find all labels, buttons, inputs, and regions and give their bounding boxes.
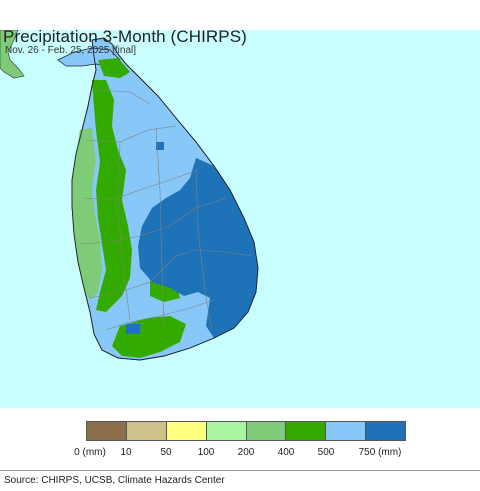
source-credit: Source: CHIRPS, UCSB, Climate Hazards Ce… <box>4 475 225 486</box>
legend-swatch-0 <box>87 422 127 440</box>
district-boundaries <box>79 89 253 331</box>
footer: Source: CHIRPS, UCSB, Climate Hazards Ce… <box>0 470 480 491</box>
legend-swatch-1 <box>126 422 167 440</box>
legend-tick-2: 50 <box>160 447 172 458</box>
north-400 <box>98 58 130 78</box>
legend-swatch-6 <box>326 422 367 440</box>
legend-swatch-5 <box>286 422 327 440</box>
legend-tick-0: 0 (mm) <box>74 447 106 458</box>
precipitation-map <box>0 30 480 408</box>
legend-tick-5: 400 <box>277 447 295 458</box>
northwest-400 <box>92 80 132 312</box>
west-coast-200 <box>72 128 102 300</box>
map-subtitle: Nov. 26 - Feb. 25, 2025 [final] <box>5 45 137 56</box>
india-mainland <box>0 30 25 79</box>
legend-color-bar <box>86 421 406 441</box>
east-750 <box>138 158 258 338</box>
legend-tick-6: 500 <box>317 447 335 458</box>
legend-swatch-2 <box>166 422 207 440</box>
legend: 0 (mm) 10 50 100 200 400 500 750 (mm) <box>0 408 480 466</box>
legend-swatch-7 <box>366 422 405 440</box>
map-title: Precipitation 3-Month (CHIRPS) <box>3 30 247 46</box>
legend-swatch-4 <box>246 422 287 440</box>
legend-tick-1: 10 <box>120 447 132 458</box>
legend-swatch-3 <box>206 422 247 440</box>
southwest-750-patch <box>126 324 140 334</box>
coastline <box>71 37 259 361</box>
legend-tick-3: 100 <box>197 447 215 458</box>
legend-tick-7: 750 (mm) <box>358 447 402 458</box>
legend-tick-4: 200 <box>237 447 255 458</box>
east-750-patch <box>156 142 164 150</box>
map-frame: Precipitation 3-Month (CHIRPS) Nov. 26 -… <box>0 30 480 408</box>
